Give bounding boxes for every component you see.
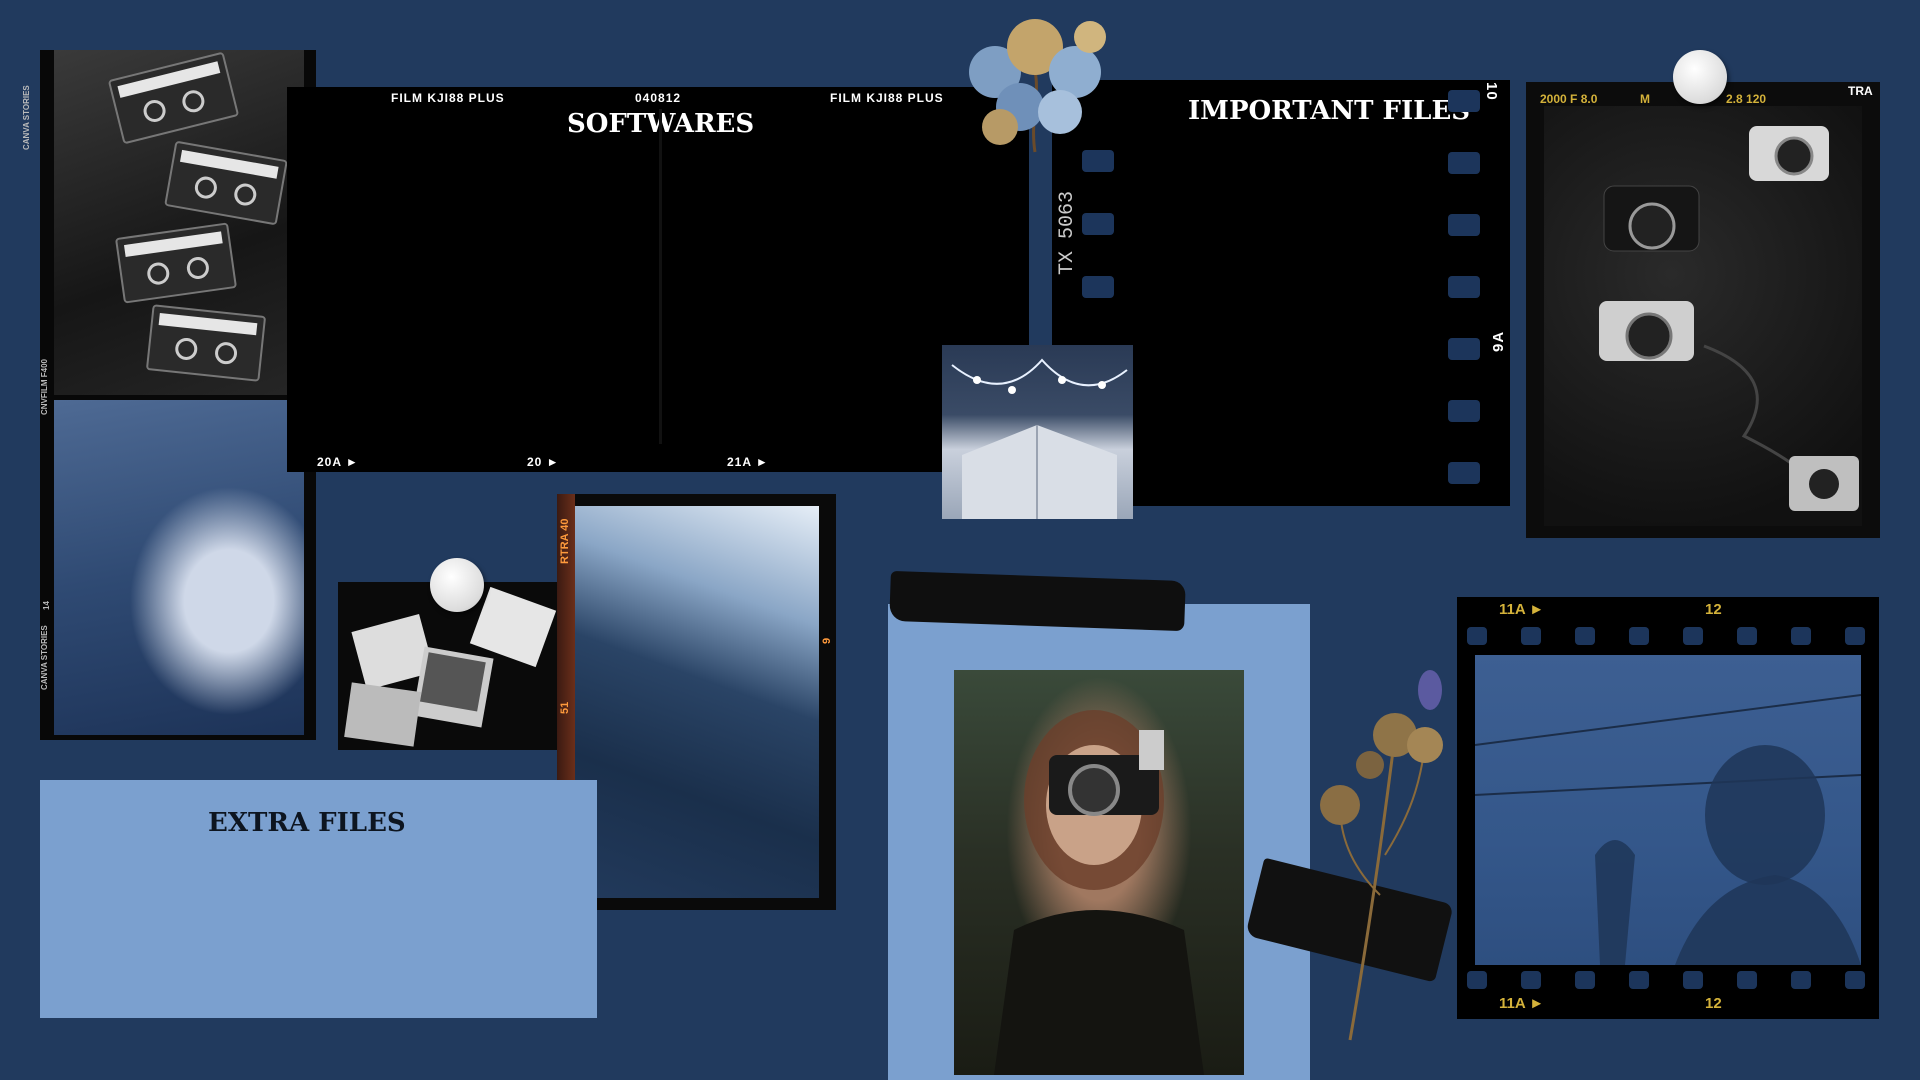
film-label: FILM KJI88 PLUS bbox=[391, 91, 505, 105]
sprocket-hole bbox=[1791, 627, 1811, 645]
shadow-silhouette-photo bbox=[1474, 655, 1862, 965]
tape-strip-icon bbox=[889, 570, 1186, 632]
cassette-strip-label: CANVA STORIES bbox=[22, 85, 31, 150]
film-label: 9 bbox=[821, 637, 833, 644]
film-label: RTRA 40 bbox=[559, 518, 571, 564]
sprocket-hole bbox=[1521, 627, 1541, 645]
film-label: 11A ► bbox=[1499, 601, 1545, 618]
sprocket-hole bbox=[1575, 627, 1595, 645]
sprocket-hole bbox=[1791, 971, 1811, 989]
film-label: 21A ► bbox=[727, 455, 769, 469]
extra-files-title: EXTRA FILES bbox=[208, 808, 406, 838]
film-label: 12 bbox=[1705, 601, 1722, 618]
cassette-photo bbox=[54, 50, 304, 395]
cameras-photo bbox=[1544, 106, 1862, 526]
film-label: 2000 F 8.0 bbox=[1540, 92, 1598, 106]
shadow-film-strip: 11A ► 12 11A ► 12 bbox=[1457, 597, 1879, 1019]
wave-photo-strip: RTRA 40 51 TRA 400 9 bbox=[557, 494, 836, 910]
film-label: TRA bbox=[1848, 84, 1873, 98]
woman-camera-photo bbox=[954, 670, 1244, 1075]
sprocket-hole bbox=[1629, 627, 1649, 645]
sprocket-hole bbox=[1448, 400, 1480, 422]
film-label: 040812 bbox=[635, 91, 682, 105]
film-label: 10 bbox=[1483, 82, 1500, 101]
sprocket-hole bbox=[1683, 627, 1703, 645]
sprocket-hole bbox=[1737, 627, 1757, 645]
hand-water-photo bbox=[54, 400, 304, 735]
cassette-strip-label: CNVFILM F400 bbox=[40, 358, 49, 415]
cassette-strip-label: CANVA STORIES bbox=[40, 625, 49, 690]
sprocket-hole bbox=[1448, 152, 1480, 174]
sprocket-hole bbox=[1521, 971, 1541, 989]
softwares-film-frame[interactable]: FILM KJI88 PLUS 040812 FILM KJI88 PLUS S… bbox=[287, 87, 1029, 472]
sprocket-hole bbox=[1082, 276, 1114, 298]
book-lights-photo bbox=[942, 345, 1133, 519]
sprocket-hole bbox=[1082, 213, 1114, 235]
cassette-tape-icon bbox=[164, 140, 288, 226]
sprocket-hole bbox=[1082, 150, 1114, 172]
film-label: 9A bbox=[1490, 330, 1507, 352]
film-label: M bbox=[1640, 92, 1650, 106]
sprocket-hole bbox=[1683, 971, 1703, 989]
film-label: 51 bbox=[559, 701, 571, 714]
sprocket-hole bbox=[1467, 627, 1487, 645]
sprocket-hole bbox=[1448, 276, 1480, 298]
sprocket-hole bbox=[1467, 971, 1487, 989]
film-label: FILM KJI88 PLUS bbox=[830, 91, 944, 105]
sprocket-hole bbox=[1629, 971, 1649, 989]
polaroids-photo bbox=[338, 582, 558, 750]
dried-thistle-icon bbox=[1310, 655, 1460, 1045]
cassette-tape-icon bbox=[145, 304, 267, 382]
flower-bouquet-icon bbox=[940, 12, 1130, 172]
extra-files-panel[interactable]: EXTRA FILES bbox=[40, 780, 597, 1018]
sprocket-hole bbox=[1575, 971, 1595, 989]
frame-divider bbox=[659, 109, 662, 444]
sprocket-hole bbox=[1448, 338, 1480, 360]
cassette-strip-label: 14 bbox=[42, 601, 51, 610]
cassette-tape-icon bbox=[107, 51, 240, 145]
film-side-text: TX 5063 bbox=[1056, 190, 1079, 275]
sprocket-hole bbox=[1448, 462, 1480, 484]
film-label: 2.8 120 bbox=[1726, 92, 1767, 106]
film-label: 20A ► bbox=[317, 455, 359, 469]
film-label: 12 bbox=[1705, 995, 1722, 1012]
pushpin-icon bbox=[1673, 50, 1727, 104]
film-label: 11A ► bbox=[1499, 995, 1545, 1012]
film-label: 20 ► bbox=[527, 455, 560, 469]
cameras-photo-strip: 2000 F 8.0 M 2.8 120 TRA bbox=[1526, 82, 1880, 538]
sprocket-hole bbox=[1448, 214, 1480, 236]
important-files-title: IMPORTANT FILES bbox=[1188, 96, 1471, 126]
cassette-photo-strip: CANVA STORIES CNVFILM F400 CANVA STORIES… bbox=[22, 50, 316, 740]
cassette-tape-icon bbox=[114, 222, 238, 304]
sprocket-hole bbox=[1737, 971, 1757, 989]
sprocket-hole bbox=[1845, 627, 1865, 645]
ocean-waves-photo bbox=[575, 506, 819, 898]
sprocket-hole bbox=[1448, 90, 1480, 112]
sprocket-hole bbox=[1845, 971, 1865, 989]
pushpin-icon bbox=[430, 558, 484, 612]
